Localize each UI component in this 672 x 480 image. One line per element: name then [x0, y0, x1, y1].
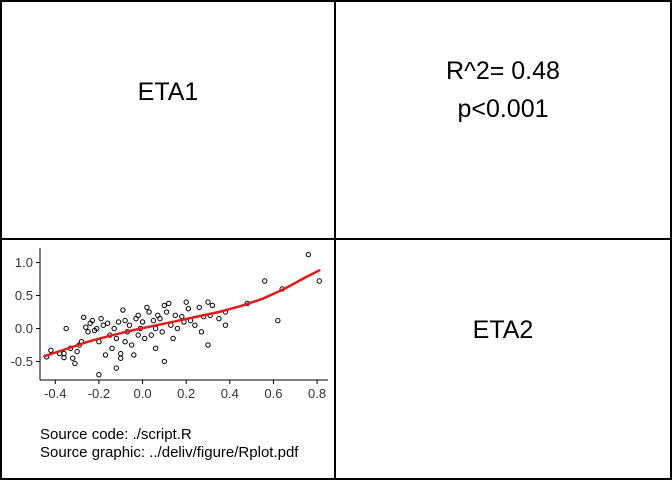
data-point	[48, 347, 54, 354]
data-point	[131, 352, 137, 358]
diagonal-panel-eta1: ETA1	[0, 0, 336, 240]
data-point	[142, 335, 148, 342]
data-point	[109, 345, 115, 352]
variable-label-eta1: ETA1	[137, 78, 199, 106]
data-point	[222, 322, 229, 328]
x-tick-label: -0.4	[44, 386, 66, 401]
data-point	[174, 325, 181, 332]
data-point	[150, 317, 157, 324]
data-point	[161, 302, 168, 309]
correlation-stats-panel: R^2= 0.48 p<0.001	[334, 0, 672, 240]
data-point	[104, 320, 111, 326]
data-point	[74, 348, 80, 355]
data-point	[120, 307, 126, 313]
data-point	[98, 315, 104, 322]
data-point	[205, 299, 211, 305]
y-tick-label: 0.0	[15, 321, 33, 336]
p-value-label: p<0.001	[457, 95, 549, 123]
scatter-plot: -0.4 -0.2 0.0 0.2 0.4 0.6 0.8 -0.5 0.0 0.5 1.0	[11, 248, 328, 401]
y-tick-label: -0.5	[11, 354, 33, 369]
data-point	[89, 317, 96, 324]
data-point	[122, 339, 128, 345]
data-point	[70, 355, 76, 361]
data-point	[83, 324, 89, 330]
variable-label-eta2: ETA2	[472, 316, 534, 344]
x-tick-label: 0.2	[177, 386, 195, 401]
data-point	[122, 317, 128, 324]
data-point	[128, 342, 135, 348]
data-point	[262, 278, 268, 284]
data-point	[192, 322, 198, 328]
source-code-caption: Source code: ./script.R	[40, 426, 192, 443]
data-point	[118, 355, 124, 361]
data-point	[305, 251, 312, 258]
data-point	[100, 322, 106, 328]
data-point	[113, 335, 120, 342]
data-point	[198, 329, 205, 335]
data-point	[146, 309, 152, 315]
x-tick-label: 0.8	[308, 386, 326, 401]
data-point	[316, 278, 322, 284]
data-point	[96, 372, 102, 378]
x-tick-label: 0.6	[264, 386, 282, 401]
y-tick-label: 1.0	[15, 255, 33, 270]
data-point	[80, 314, 87, 321]
x-tick-label: 0.0	[134, 386, 152, 401]
data-point	[61, 350, 67, 357]
data-point	[205, 342, 211, 348]
data-point	[152, 345, 159, 352]
diagonal-panel-eta2: ETA2	[334, 238, 672, 480]
x-tick-label: 0.4	[221, 386, 239, 401]
data-point	[183, 299, 189, 305]
data-point	[135, 332, 141, 338]
data-point	[94, 325, 100, 332]
data-point	[163, 309, 170, 315]
y-tick-label: 0.5	[15, 288, 33, 303]
data-point	[72, 360, 78, 367]
data-point	[139, 319, 146, 325]
data-point	[135, 312, 141, 319]
data-point	[148, 332, 154, 338]
data-point	[85, 329, 91, 335]
data-point	[118, 350, 124, 357]
data-point	[126, 322, 133, 328]
x-tick-label: -0.2	[88, 386, 110, 401]
data-point	[111, 325, 117, 332]
data-point	[196, 304, 202, 311]
source-graphic-caption: Source graphic: ../deliv/figure/Rplot.pd…	[40, 444, 299, 461]
data-point	[159, 329, 165, 335]
data-point	[185, 306, 192, 312]
data-point	[166, 300, 172, 307]
data-point	[102, 352, 109, 358]
data-point	[216, 315, 222, 322]
smooth-fit-line	[43, 269, 321, 358]
data-point	[113, 365, 120, 371]
data-point	[172, 312, 178, 319]
data-point	[144, 304, 150, 311]
data-point	[115, 319, 122, 325]
data-point	[170, 335, 176, 342]
data-point	[63, 325, 69, 332]
data-point	[275, 317, 281, 324]
data-point	[161, 358, 168, 365]
data-point	[179, 313, 185, 320]
data-point	[209, 302, 216, 309]
r-squared-label: R^2= 0.48	[446, 57, 560, 85]
scatter-panel: -0.4 -0.2 0.0 0.2 0.4 0.6 0.8 -0.5 0.0 0.5 1.0 Sou…	[0, 238, 336, 480]
data-point	[157, 315, 163, 322]
